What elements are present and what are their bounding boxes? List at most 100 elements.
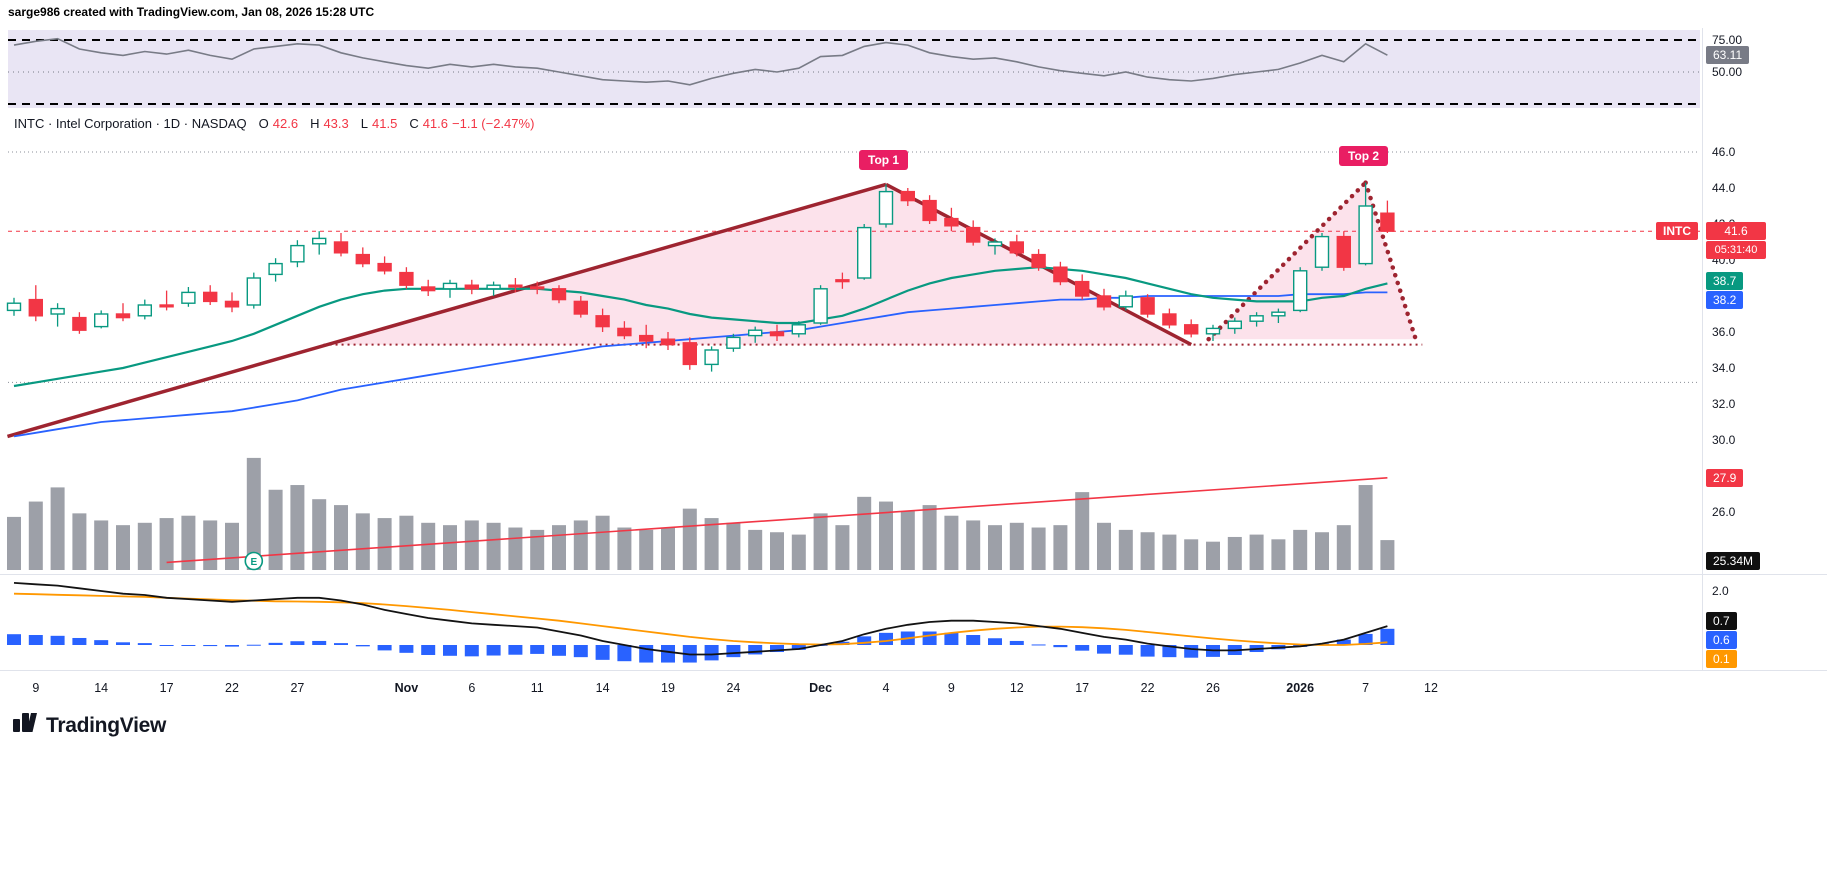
candle-body xyxy=(1358,205,1373,265)
tradingview-logo[interactable]: TradingView xyxy=(12,710,166,741)
candle-body xyxy=(93,313,109,328)
trendline[interactable] xyxy=(6,182,887,439)
macd-histogram-bar xyxy=(203,645,218,647)
time-axis[interactable]: 9 14 17 22 27 Nov 6 11 14 19 24 Dec 4 9 12 17 22 26 2026 7 1… xyxy=(32,681,1438,695)
candle-body xyxy=(748,329,763,337)
volume-bar xyxy=(377,518,392,570)
candle-body xyxy=(791,324,806,335)
time-axis-label: 17 xyxy=(1075,681,1089,695)
pattern-shading xyxy=(1208,182,1416,340)
chart-canvas[interactable]: E46.044.042.040.038.036.034.032.030.028.… xyxy=(0,0,1827,706)
volume-bar xyxy=(334,505,348,570)
macd-histogram-bar xyxy=(879,632,893,645)
macd-histogram-bar xyxy=(1031,644,1046,646)
time-axis-label: 9 xyxy=(948,681,955,695)
volume-bar xyxy=(1206,541,1220,570)
moving-averages xyxy=(13,266,1388,438)
trendline[interactable] xyxy=(1206,180,1368,342)
macd-histogram-bar xyxy=(595,645,610,660)
time-axis-label: 17 xyxy=(160,681,174,695)
candle-body xyxy=(922,199,937,222)
macd-axis-label: 2.0 xyxy=(1712,584,1729,598)
time-axis-label: 24 xyxy=(726,681,740,695)
rsi-value-badge: 63.11 xyxy=(1706,46,1750,64)
macd-histogram-bar xyxy=(966,635,981,645)
histogram-value-badge: 0.6 xyxy=(1706,631,1737,649)
volume-bar xyxy=(94,520,109,570)
trendline[interactable] xyxy=(1363,180,1418,342)
macd-histogram-bar xyxy=(791,645,806,650)
candle-body xyxy=(1183,324,1199,335)
candle-body xyxy=(377,262,392,272)
macd-histogram-bar xyxy=(617,645,632,662)
volume-bar xyxy=(1293,529,1308,570)
candle-body xyxy=(1205,327,1221,335)
volume-bar xyxy=(922,505,937,570)
volume-bar xyxy=(50,487,65,570)
price-axis-label: 36.0 xyxy=(1712,325,1736,339)
volume-bar xyxy=(726,522,741,570)
macd-histogram-bar xyxy=(661,645,675,663)
earnings-icon[interactable] xyxy=(244,551,264,571)
annotation-top2-label[interactable]: Top 2 xyxy=(1339,146,1389,166)
price-axis[interactable]: 46.044.042.040.038.036.034.032.030.028.0… xyxy=(1712,33,1742,598)
candle-body xyxy=(682,342,697,366)
candle-body xyxy=(900,190,915,202)
macd-histogram-bar xyxy=(530,645,545,654)
candle-body xyxy=(813,288,828,324)
candle-body xyxy=(355,253,370,265)
candle-body xyxy=(1227,320,1243,330)
volume-bar xyxy=(1184,539,1199,570)
volume-bar xyxy=(28,501,43,570)
close-value: 41.6 xyxy=(422,116,449,131)
time-axis-label: 12 xyxy=(1424,681,1438,695)
close-label: C xyxy=(409,116,419,131)
volume-bar xyxy=(944,515,959,570)
open-value: 42.6 xyxy=(272,116,299,131)
annotation-top1-label[interactable]: Top 1 xyxy=(859,150,909,170)
volume-bar xyxy=(72,513,87,570)
candle-body xyxy=(486,284,501,290)
macd-value-badge: 0.7 xyxy=(1706,612,1737,630)
macd-histogram-bar xyxy=(1184,645,1199,658)
macd-histogram-bar xyxy=(399,645,414,653)
volume-bar xyxy=(748,529,763,570)
candle-body xyxy=(1380,212,1395,232)
macd-histogram-bar xyxy=(1380,628,1395,645)
candle-body xyxy=(333,241,349,254)
price-panel[interactable] xyxy=(6,151,1700,439)
macd-histogram-bar xyxy=(922,631,937,645)
time-axis-label: Dec xyxy=(809,681,832,695)
macd-histogram-bar xyxy=(1097,645,1111,654)
time-axis-label: 12 xyxy=(1010,681,1024,695)
macd-histogram-bar xyxy=(1009,640,1024,645)
volume-bar xyxy=(770,532,784,570)
macd-histogram-bar xyxy=(50,635,65,645)
volume-bar xyxy=(966,520,981,570)
price-axis-label: 30.0 xyxy=(1712,433,1736,447)
volume-bar xyxy=(268,489,283,570)
candle-body xyxy=(1292,270,1308,312)
high-value: 43.3 xyxy=(323,116,349,131)
earnings-marker[interactable]: E xyxy=(244,551,264,571)
macd-histogram-bar xyxy=(508,645,523,655)
candle-body xyxy=(312,237,327,245)
pattern-shading xyxy=(323,184,1192,345)
tradingview-logo-text: TradingView xyxy=(46,713,167,737)
long-ma-value-badge: 27.9 xyxy=(1706,469,1744,487)
volume-bar xyxy=(1249,534,1264,570)
macd-histogram-bar xyxy=(7,634,21,645)
symbol-title[interactable]: INTC · Intel Corporation · 1D · NASDAQ xyxy=(14,116,247,131)
price-axis-label: 44.0 xyxy=(1712,181,1736,195)
rsi-panel-bg xyxy=(8,30,1700,108)
volume-bar xyxy=(355,513,370,570)
high-label: H xyxy=(310,116,320,131)
volume-bar xyxy=(203,520,218,570)
earnings-letter: E xyxy=(250,557,257,568)
macd-histogram-bar xyxy=(704,645,719,661)
candle-body xyxy=(704,349,719,366)
macd-histogram-bar xyxy=(94,640,109,645)
macd-histogram-bar xyxy=(1358,633,1373,645)
candle-body xyxy=(268,262,283,276)
macd-histogram-bar xyxy=(246,644,261,646)
